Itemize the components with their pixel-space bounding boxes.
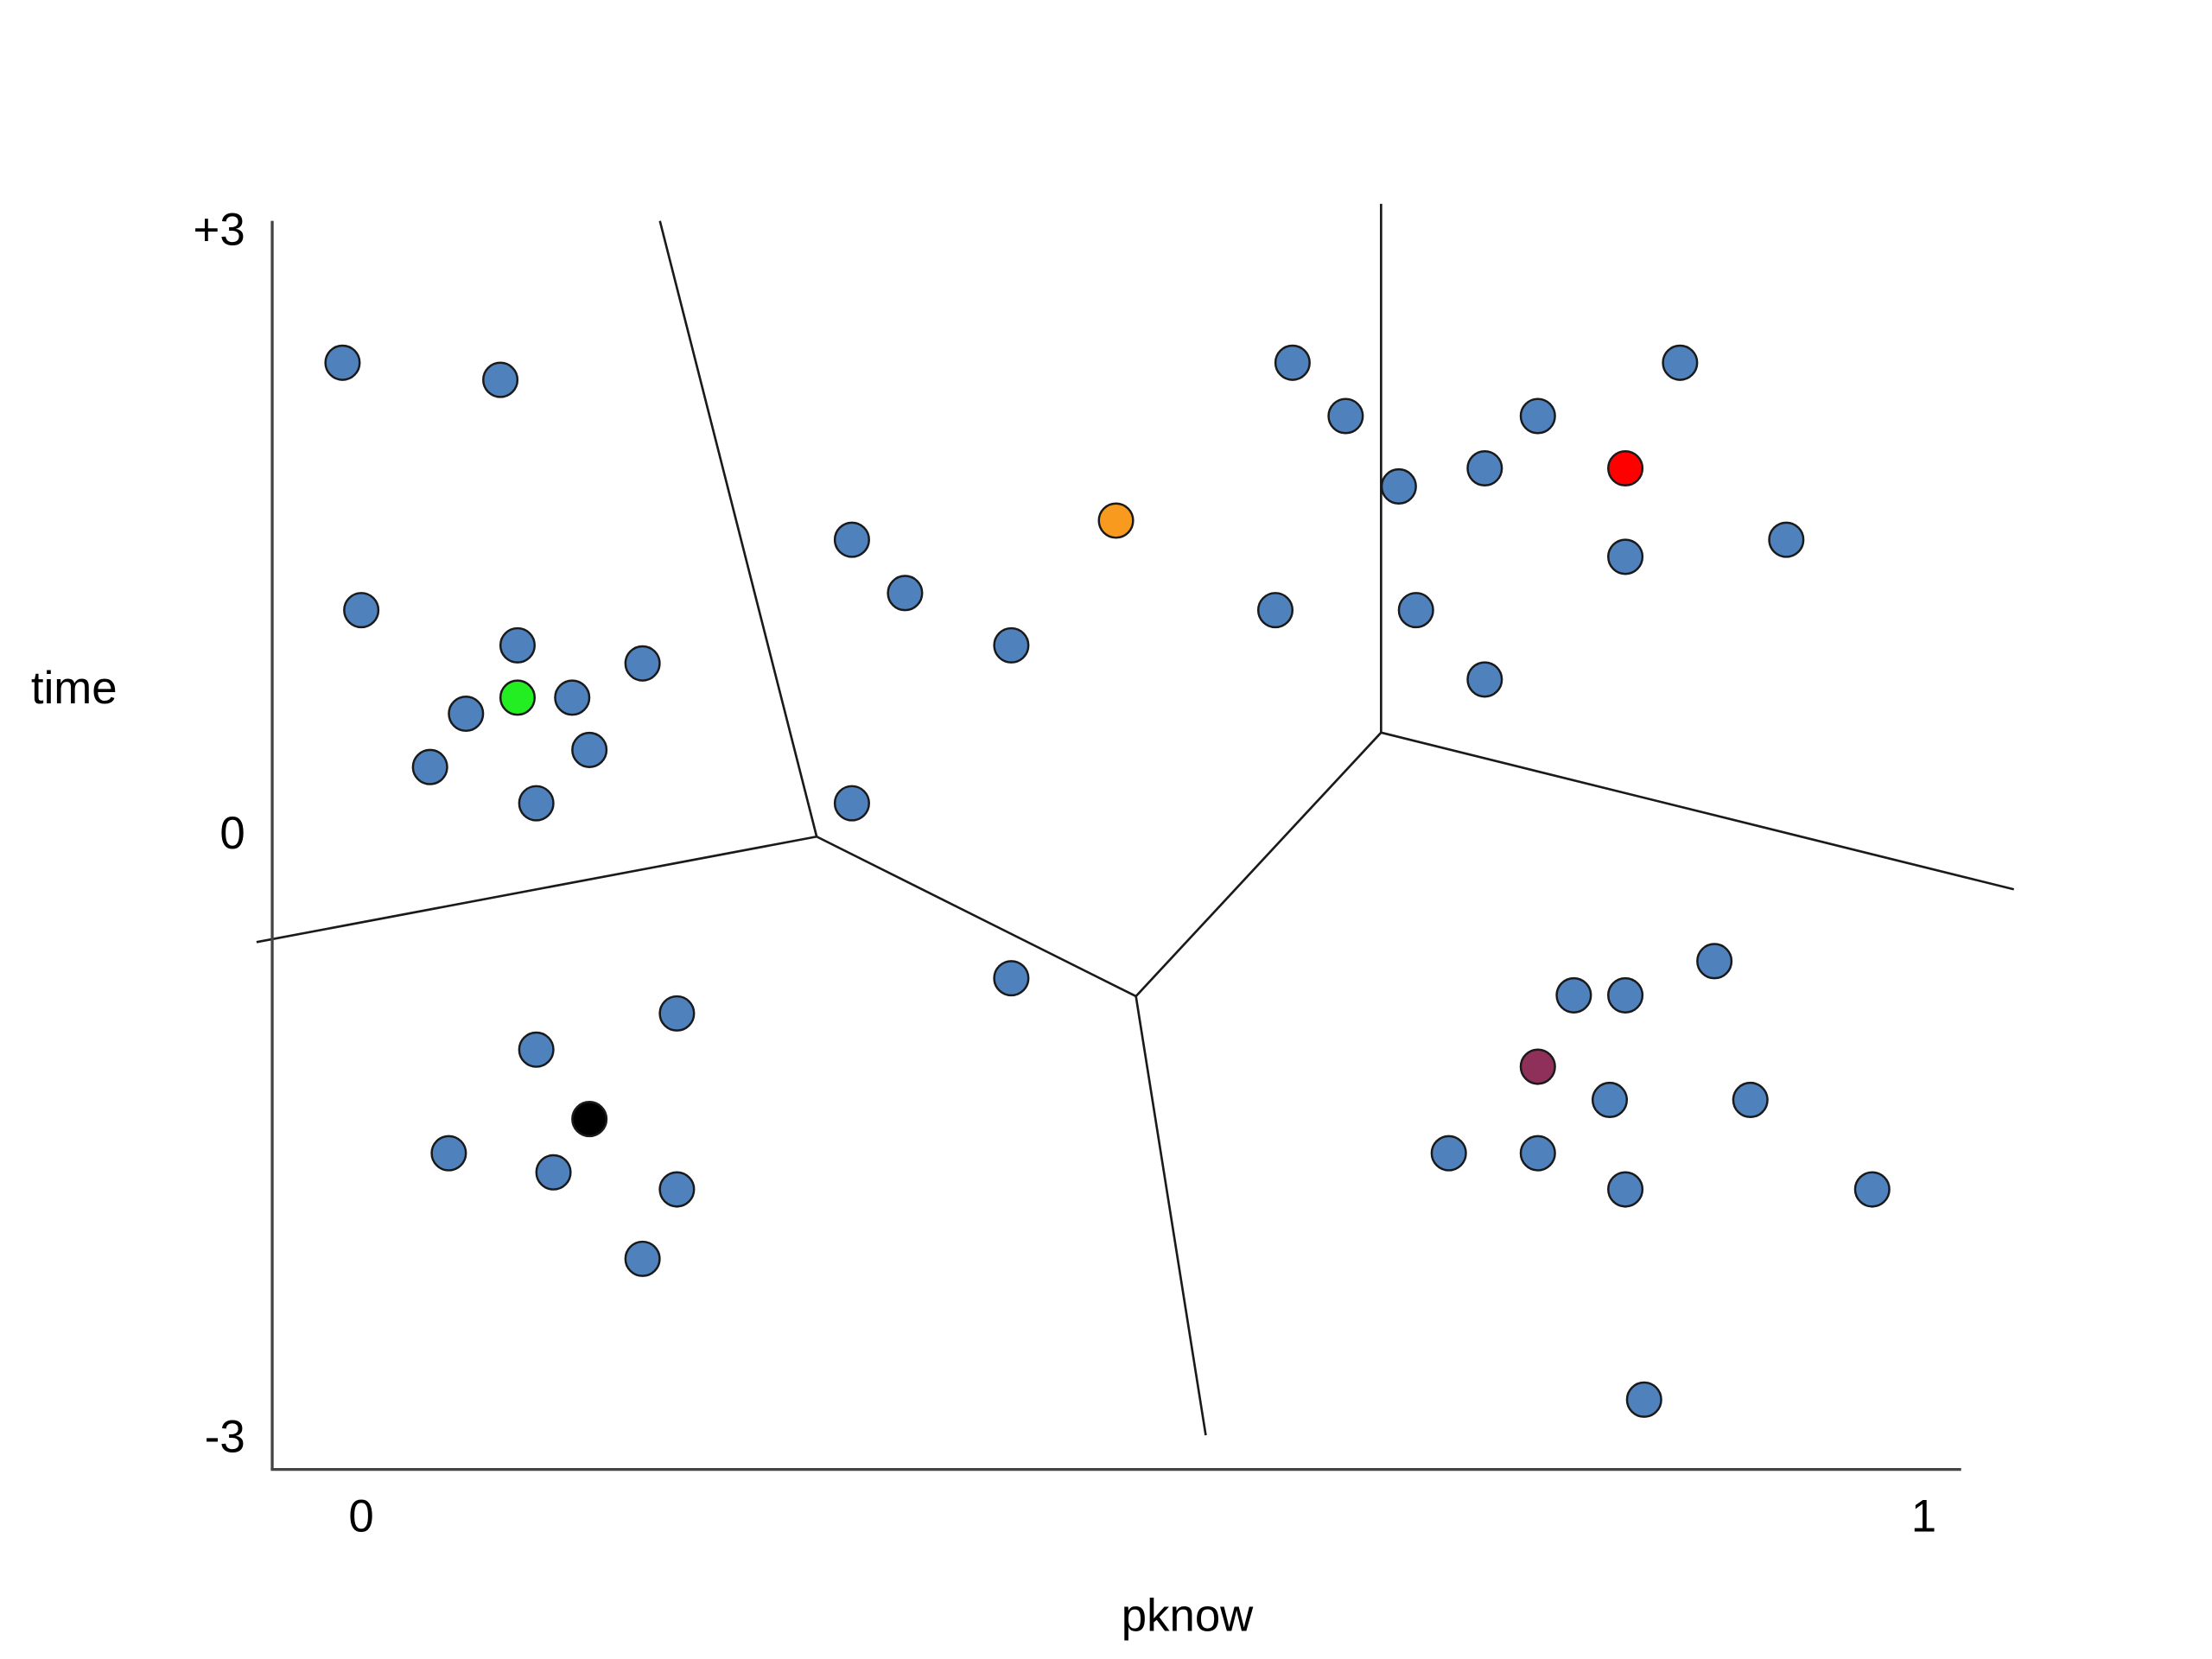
data-point (448, 695, 485, 733)
data-point (1696, 943, 1733, 980)
data-point (1256, 592, 1294, 629)
data-point (571, 731, 608, 768)
data-point (1607, 976, 1644, 1014)
data-point (658, 995, 696, 1032)
data-point (1466, 449, 1503, 487)
data-point (993, 960, 1030, 997)
data-point (343, 592, 380, 629)
data-point (1519, 1048, 1556, 1085)
boundary-line (816, 836, 1137, 998)
data-point (1327, 397, 1364, 435)
data-point (499, 679, 536, 716)
data-point (1732, 1081, 1769, 1118)
data-point (1625, 1381, 1662, 1418)
x-tick-label: 0 (348, 1491, 373, 1541)
y-tick-label: -3 (205, 1411, 245, 1462)
data-point (554, 679, 591, 716)
data-point (1466, 661, 1503, 698)
data-point (518, 785, 555, 822)
voronoi-boundaries (256, 203, 2015, 1436)
data-point (624, 1240, 661, 1277)
data-point (411, 748, 448, 785)
x-axis-label: pknow (1122, 1591, 1254, 1642)
data-point (535, 1154, 572, 1191)
data-point (1591, 1081, 1629, 1118)
data-point (624, 645, 661, 682)
data-point (1662, 344, 1699, 381)
data-point (833, 785, 870, 822)
data-point (1380, 467, 1417, 505)
x-tick-label: 1 (1911, 1491, 1936, 1541)
data-point (1853, 1171, 1891, 1208)
data-point (1519, 1135, 1556, 1172)
data-point (499, 626, 536, 664)
data-point (518, 1031, 555, 1068)
boundary-line (1135, 995, 1207, 1436)
data-point (993, 626, 1030, 664)
y-tick-label: 0 (219, 808, 245, 859)
data-point (1519, 397, 1556, 435)
data-point (833, 521, 870, 558)
data-point (1430, 1135, 1467, 1172)
data-point (1397, 592, 1434, 629)
y-axis-label: time (31, 663, 118, 714)
data-point (1097, 502, 1135, 539)
boundary-line (256, 835, 817, 944)
boundary-line (658, 220, 818, 837)
y-tick-label: +3 (194, 205, 245, 256)
boundary-line (1381, 731, 2015, 891)
data-point (1768, 521, 1805, 558)
data-point (1555, 976, 1592, 1014)
boundary-line (1135, 731, 1382, 997)
data-point (430, 1135, 467, 1172)
data-point (1607, 449, 1644, 487)
data-point (324, 344, 361, 381)
data-point (887, 575, 924, 612)
data-point (658, 1171, 696, 1208)
data-point (482, 361, 519, 398)
data-point (571, 1101, 608, 1138)
data-point (1607, 1171, 1644, 1208)
data-point (1607, 538, 1644, 575)
data-point (1274, 344, 1311, 381)
